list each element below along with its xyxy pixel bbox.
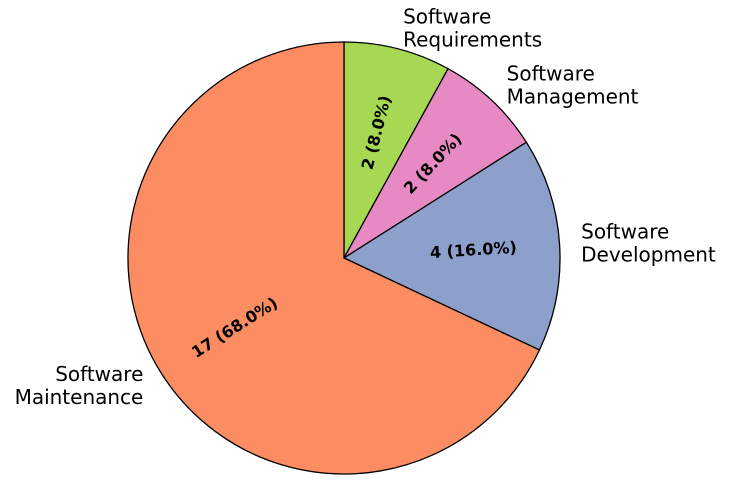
pie-slice-software-requirements	[343, 41, 449, 259]
pie-category-label-software-requirements: Software Requirements	[403, 4, 542, 51]
pie-category-label-software-maintenance: Software Maintenance	[15, 362, 144, 409]
pie-slice-software-management	[343, 67, 528, 259]
pie-slices	[127, 41, 561, 475]
pie-slice-software-maintenance	[127, 41, 541, 475]
pie-category-label-software-development: Software Development	[581, 220, 716, 267]
pie-category-label-software-management: Software Management	[507, 61, 639, 108]
pie-slice-software-development	[342, 141, 561, 351]
